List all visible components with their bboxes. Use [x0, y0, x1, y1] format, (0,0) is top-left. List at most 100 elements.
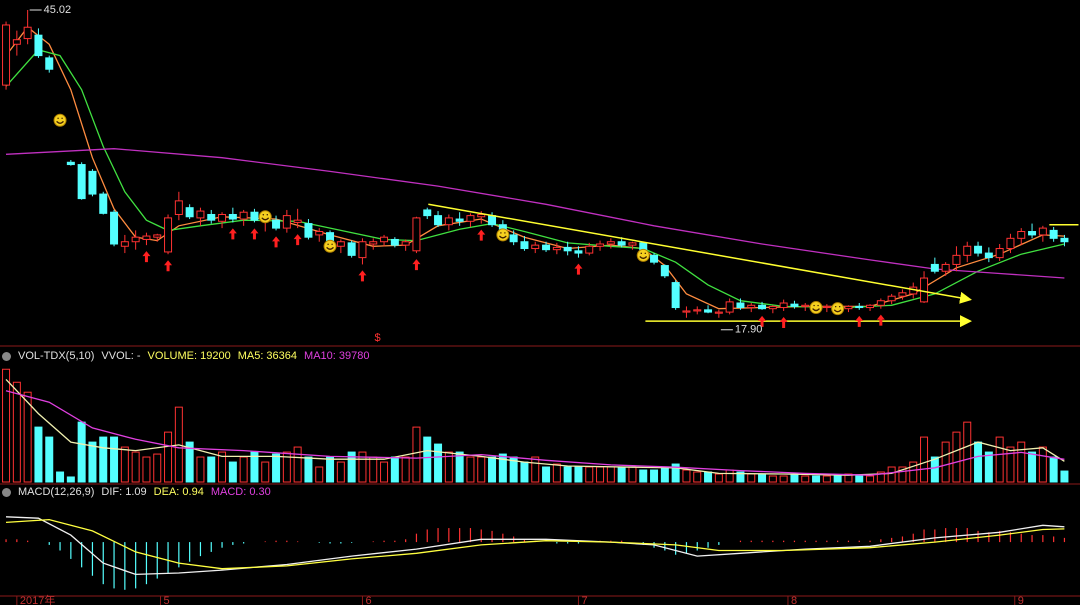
volume-bar: [326, 456, 335, 483]
volume-bar: [380, 461, 389, 483]
volume-bar: [336, 461, 345, 483]
candle-body: [153, 234, 162, 238]
volume-bar: [34, 426, 43, 483]
volume-bar: [920, 436, 929, 483]
candle-body: [704, 309, 713, 313]
candle-body: [23, 26, 32, 40]
volume-bar: [444, 451, 453, 483]
volume-bar: [99, 436, 108, 483]
smiley-face: [833, 305, 842, 313]
volume-bar: [2, 368, 11, 483]
x-tick-label: 2017年: [20, 593, 55, 605]
volume-bar: [390, 456, 399, 483]
candle-body: [1049, 229, 1058, 239]
candle-body: [509, 234, 518, 243]
smiley-face: [639, 252, 647, 260]
volume-bar: [228, 461, 237, 483]
volume-bar: [768, 475, 777, 483]
candle-body: [477, 213, 486, 218]
indicator-line: [5, 26, 1065, 310]
candle-body: [963, 245, 972, 256]
candle-body: [650, 254, 659, 263]
volume-bar: [250, 451, 259, 483]
volume-bar: [801, 475, 810, 483]
candle-body: [984, 252, 993, 259]
volume-bar: [866, 475, 875, 483]
candle-body: [1006, 237, 1015, 250]
volume-bar: [520, 461, 529, 483]
volume-bar: [401, 456, 410, 483]
volume-bar: [131, 451, 140, 483]
volume-bar: [423, 436, 432, 483]
signal-arrow: [574, 263, 583, 275]
candle-body: [552, 246, 561, 251]
candle-body: [2, 24, 11, 86]
candle-body: [185, 207, 194, 218]
volume-bar: [142, 456, 151, 483]
candle-body: [444, 217, 453, 226]
candle-body: [930, 263, 939, 272]
volume-bar: [963, 421, 972, 483]
volume-bar: [736, 471, 745, 483]
volume-bar: [671, 463, 680, 483]
legend-entry: DIF: 1.09: [101, 486, 147, 498]
volume-bar: [207, 456, 216, 483]
volume-bar: [88, 441, 97, 483]
candle-body: [88, 170, 97, 195]
x-tick-label: 6: [365, 595, 371, 605]
candle-body: [304, 223, 313, 238]
volume-bar: [812, 475, 821, 483]
candle-body: [952, 254, 961, 265]
volume-bar: [45, 436, 54, 483]
signal-arrow: [272, 236, 281, 248]
candle-body: [380, 236, 389, 243]
candle-body: [250, 211, 259, 221]
candle-body: [1017, 231, 1026, 239]
volume-bar: [822, 475, 831, 483]
volume-bar: [790, 473, 799, 483]
smiley-face: [812, 304, 820, 312]
candle-body: [628, 242, 637, 246]
volume-bar: [909, 461, 918, 483]
candle-body: [390, 238, 399, 246]
signal-arrow: [855, 315, 864, 327]
volume-bar: [477, 456, 486, 483]
signal-arrow: [758, 315, 767, 327]
candle-body: [99, 193, 108, 214]
volume-bar: [941, 441, 950, 483]
volume-bar: [23, 391, 32, 483]
signal-arrow: [250, 228, 259, 240]
candle-body: [282, 215, 291, 229]
volume-bar: [110, 436, 119, 483]
macd-legend: MACD(12,26,9) DIF: 1.09 DEA: 0.94 MACD: 0.3…: [2, 486, 271, 498]
candle-body: [779, 302, 788, 309]
volume-bar: [747, 473, 756, 483]
candle-body: [736, 302, 745, 309]
volume-bar: [984, 451, 993, 483]
volume-bar: [833, 475, 842, 483]
candle-body: [995, 248, 1004, 259]
legend-entry: DEA: 0.94: [153, 486, 204, 498]
volume-bar: [412, 426, 421, 483]
legend-icon: [2, 487, 11, 497]
annotation: 45.02: [44, 4, 72, 16]
smiley-face: [326, 243, 334, 250]
volume-bar: [779, 475, 788, 483]
candle-body: [844, 305, 853, 310]
candle-body: [77, 164, 86, 200]
legend-icon: [2, 351, 11, 361]
volume-bar: [855, 475, 864, 483]
candle-body: [466, 215, 475, 222]
x-tick-label: 8: [791, 595, 797, 605]
volume-bar: [639, 469, 648, 483]
candle-body: [455, 218, 464, 222]
candle-body: [1060, 237, 1069, 243]
candle-body: [434, 215, 443, 226]
candle-body: [822, 305, 831, 309]
candle-body: [898, 292, 907, 297]
candle-body: [768, 305, 777, 310]
smiley-face: [499, 232, 507, 239]
volume-bar: [261, 461, 270, 483]
candle-body: [920, 277, 929, 303]
